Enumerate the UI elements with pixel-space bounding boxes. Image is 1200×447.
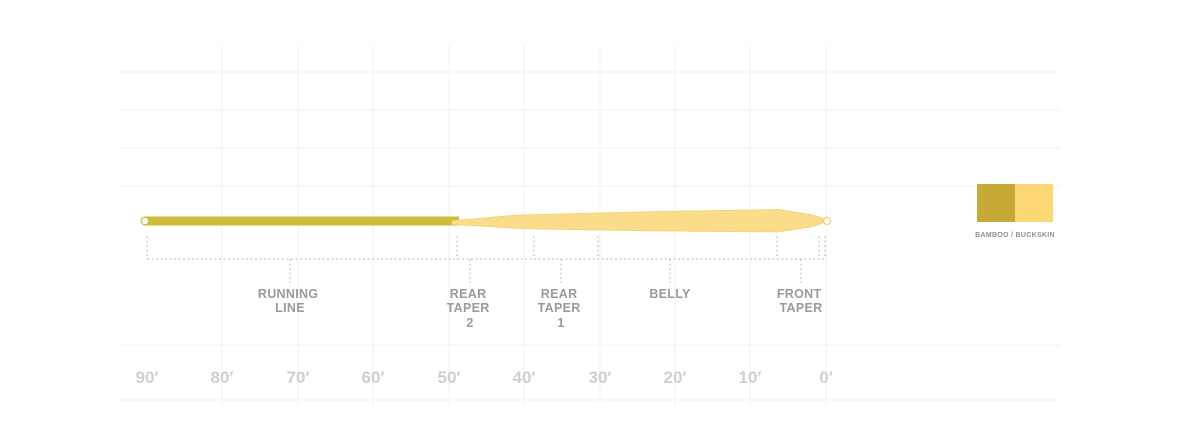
axis-tick-label: 70′: [287, 368, 310, 387]
segment-label-rear-taper-2: REAR TAPER 2: [447, 287, 494, 330]
axis-tick-label: 0′: [819, 368, 833, 387]
axis-tick-label: 10′: [739, 368, 762, 387]
front-loop-icon: [822, 216, 832, 226]
color-legend-label: BAMBOO / BUCKSKIN: [975, 232, 1055, 239]
axis-tick-label: 50′: [438, 368, 461, 387]
running-line-bar: [145, 216, 459, 226]
segment-label-rear-taper-1: REAR TAPER 1: [538, 287, 585, 330]
rear-loop-icon: [140, 216, 150, 226]
color-swatch-bamboo: [977, 184, 1015, 222]
segment-label-belly: BELLY: [649, 287, 691, 301]
segment-label-front-taper: FRONT TAPER: [777, 287, 825, 315]
segment-labels: RUNNING LINE REAR TAPER 2 REAR TAPER 1 B…: [258, 287, 825, 330]
axis-tick-label: 90′: [136, 368, 159, 387]
segment-brackets: [146, 236, 826, 283]
axis-tick-label: 80′: [211, 368, 234, 387]
head-taper-shape: [451, 209, 829, 233]
color-legend: BAMBOO / BUCKSKIN: [975, 184, 1055, 239]
axis-tick-label: 30′: [589, 368, 612, 387]
axis-tick-label: 20′: [664, 368, 687, 387]
axis-tick-label: 60′: [362, 368, 385, 387]
distance-axis: 90′ 80′ 70′ 60′ 50′ 40′ 30′ 20′ 10′ 0′: [136, 368, 833, 387]
segment-label-running-line: RUNNING LINE: [258, 287, 322, 315]
fly-line-profile: [140, 209, 832, 233]
color-swatch-buckskin: [1015, 184, 1053, 222]
axis-tick-label: 40′: [513, 368, 536, 387]
